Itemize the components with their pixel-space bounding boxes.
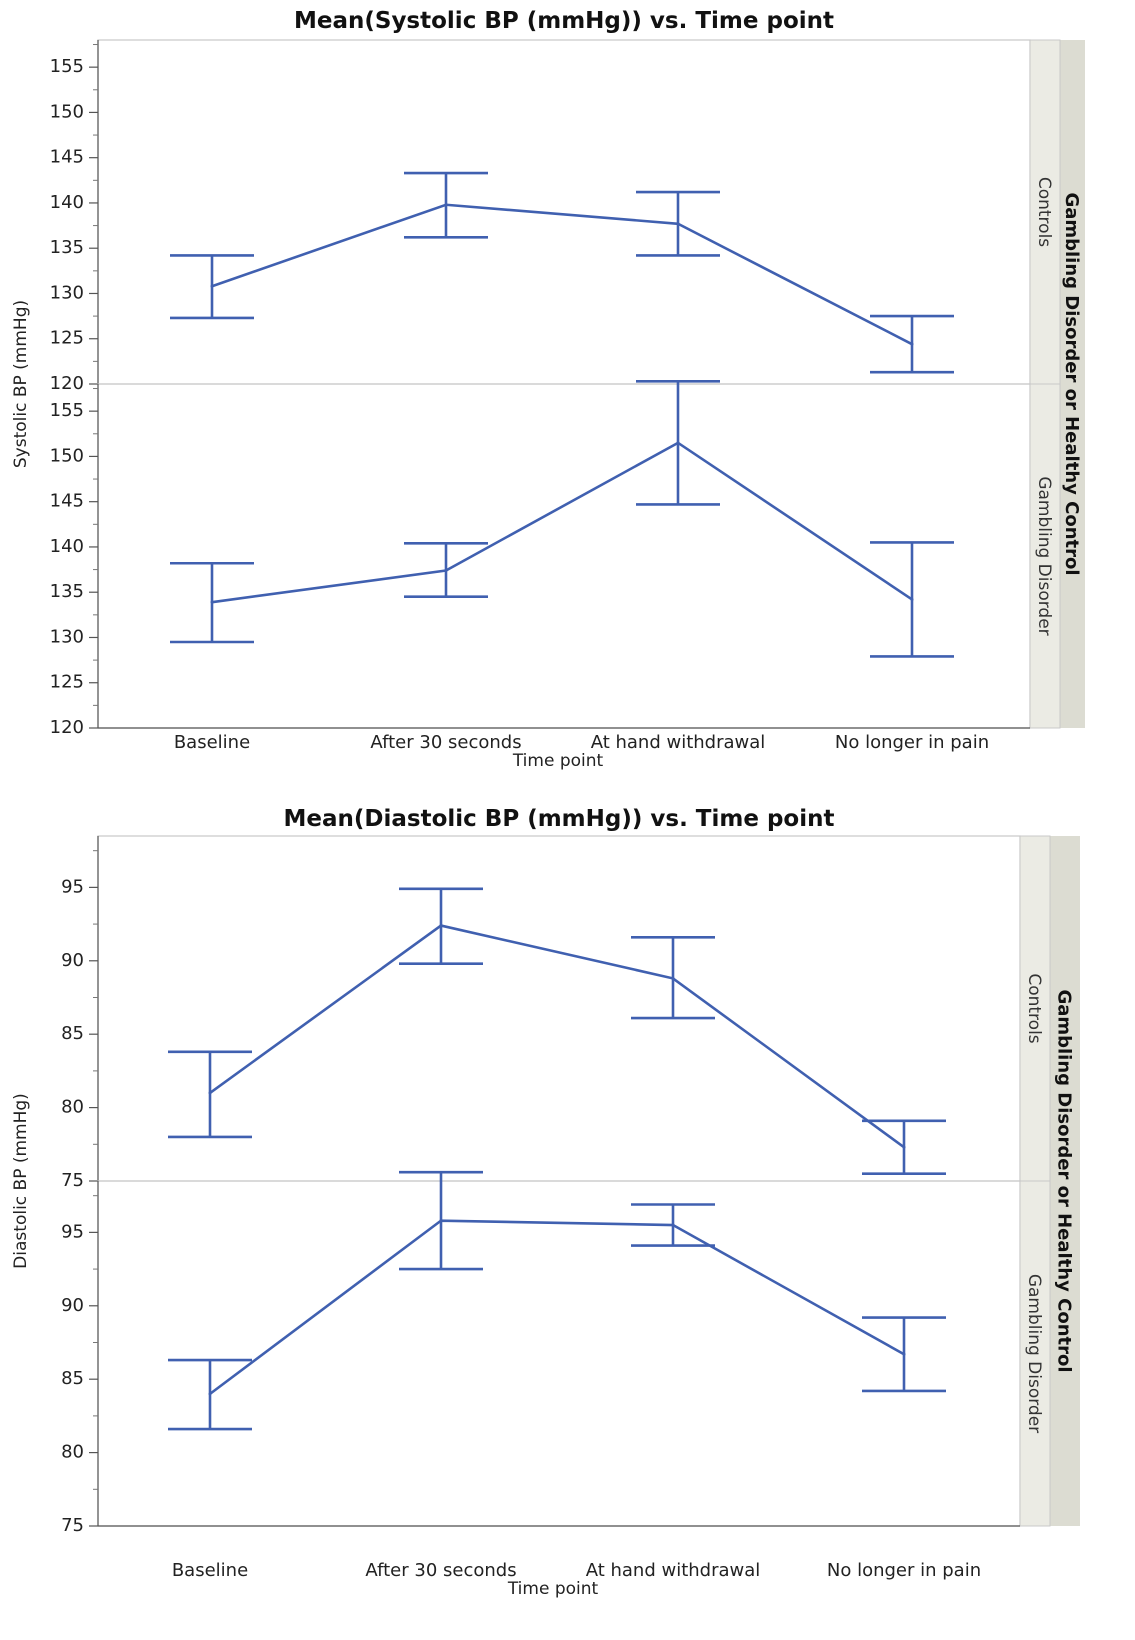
error-bar (631, 935, 715, 1020)
y-axis-label: Systolic BP (mmHg) (11, 300, 31, 468)
error-bar (170, 254, 254, 320)
panel-controls: Controls 120 125 130 135 140 145 150 155 (50, 39, 1061, 394)
chart-title: Mean(Diastolic BP (mmHg)) vs. Time point (284, 806, 835, 832)
group-strip-label: Gambling Disorder or Healthy Control (1061, 192, 1082, 575)
y-tick-label: 155 (50, 400, 84, 421)
mean-point (439, 1219, 443, 1223)
mean-point (208, 1392, 212, 1396)
y-tick-label: 95 (61, 1221, 84, 1242)
mean-line (211, 441, 913, 604)
error-bar (399, 1170, 483, 1271)
x-tick-label: Baseline (174, 732, 250, 753)
panel-strip (1019, 835, 1051, 1182)
error-bar (168, 1050, 252, 1139)
y-tick-label: 150 (50, 101, 84, 122)
error-bar (170, 561, 254, 644)
mean-point (910, 597, 914, 601)
panel-gambling-disorder: Gambling Disorder 75 80 85 90 95 (61, 1170, 1051, 1536)
error-bar (636, 190, 720, 257)
y-tick-label: 90 (61, 950, 84, 971)
mean-point (210, 284, 214, 288)
panel-frame (97, 1180, 1021, 1527)
x-tick-label: No longer in pain (827, 1560, 981, 1581)
y-tick-label: 90 (61, 1295, 84, 1316)
panel-strip-label: Gambling Disorder (1034, 476, 1054, 635)
panel-strip-label: Controls (1034, 177, 1054, 247)
x-tick-label: After 30 seconds (365, 1560, 516, 1581)
y-tick-label: 85 (61, 1023, 84, 1044)
error-bar (862, 1316, 946, 1393)
x-tick-label: Baseline (172, 1560, 248, 1581)
panel-frame (97, 383, 1031, 729)
mean-point (444, 568, 448, 572)
y-tick-label: 155 (50, 56, 84, 77)
mean-point (902, 1352, 906, 1356)
mean-line (209, 924, 905, 1149)
y-tick-label: 125 (50, 672, 84, 693)
y-tick-label: 75 (61, 1515, 84, 1536)
y-tick-label: 135 (50, 237, 84, 258)
panel-frame (97, 835, 1021, 1182)
mean-point (444, 203, 448, 207)
group-strip (1060, 40, 1085, 728)
y-tick-label: 85 (61, 1368, 84, 1389)
mean-point (208, 1091, 212, 1095)
panel-strip (1029, 383, 1061, 729)
group-strip (1050, 836, 1080, 1526)
panel-strip-label: Controls (1024, 973, 1044, 1043)
chart-1: Mean(Systolic BP (mmHg)) vs. Time point G… (11, 8, 1085, 771)
y-tick-label: 95 (61, 876, 84, 897)
mean-point (910, 342, 914, 346)
x-tick-label: At hand withdrawal (586, 1560, 761, 1581)
mean-point (671, 976, 675, 980)
y-tick-label: 120 (50, 717, 84, 738)
error-bar (631, 1203, 715, 1247)
chart-title: Mean(Systolic BP (mmHg)) vs. Time point (294, 8, 834, 34)
y-tick-label: 145 (50, 491, 84, 512)
y-tick-label: 75 (61, 1170, 84, 1191)
y-tick-label: 150 (50, 445, 84, 466)
error-bar (399, 887, 483, 966)
mean-point (676, 441, 680, 445)
error-bar (168, 1358, 252, 1431)
y-tick-label: 120 (50, 373, 84, 394)
y-axis-label: Diastolic BP (mmHg) (11, 1093, 31, 1269)
panel-strip-label: Gambling Disorder (1024, 1274, 1044, 1433)
x-axis-label: Time point (512, 751, 604, 771)
mean-point (210, 600, 214, 604)
y-tick-label: 140 (50, 192, 84, 213)
mean-line (211, 203, 913, 346)
y-tick-label: 125 (50, 328, 84, 349)
group-strip-label: Gambling Disorder or Healthy Control (1054, 989, 1075, 1372)
mean-point (671, 1223, 675, 1227)
panel-gambling-disorder: Gambling Disorder 120 125 130 135 140 145 150 15… (50, 379, 1061, 738)
mean-point (902, 1145, 906, 1149)
y-tick-label: 140 (50, 536, 84, 557)
y-tick-label: 80 (61, 1097, 84, 1118)
y-tick-label: 145 (50, 147, 84, 168)
y-tick-label: 135 (50, 581, 84, 602)
mean-point (676, 222, 680, 226)
y-tick-label: 80 (61, 1442, 84, 1463)
mean-line (209, 1219, 905, 1395)
x-tick-label: After 30 seconds (370, 732, 521, 753)
error-bar (404, 171, 488, 239)
error-bar (870, 541, 954, 658)
x-tick-label: At hand withdrawal (591, 732, 766, 753)
error-bar (870, 314, 954, 374)
panel-controls: Controls 75 80 85 90 95 (61, 835, 1051, 1191)
error-bar (404, 542, 488, 599)
mean-point (439, 924, 443, 928)
y-tick-label: 130 (50, 626, 84, 647)
error-bar (862, 1119, 946, 1175)
panel-strip (1019, 1180, 1051, 1527)
x-axis-label: Time point (507, 1579, 599, 1599)
panel-strip (1029, 39, 1061, 385)
chart-2: Mean(Diastolic BP (mmHg)) vs. Time point… (11, 806, 1080, 1599)
error-bar (636, 379, 720, 506)
x-tick-label: No longer in pain (835, 732, 989, 753)
y-tick-label: 130 (50, 282, 84, 303)
